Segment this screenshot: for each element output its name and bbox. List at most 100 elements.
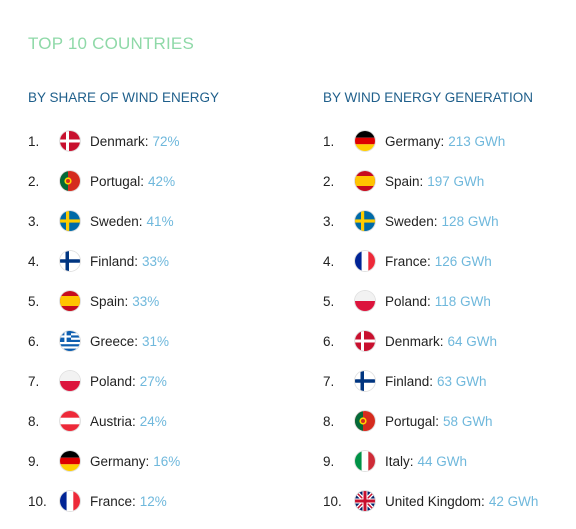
- rank-number: 3.: [323, 213, 335, 229]
- rank-number: 1.: [28, 133, 40, 149]
- generation-column: BY WIND ENERGY GENERATION 1. Germany: 213 …: [323, 89, 538, 521]
- united-kingdom-flag-icon: [355, 491, 375, 511]
- country-name: Austria:: [90, 413, 136, 429]
- rank-number: 9.: [28, 453, 40, 469]
- country-name: Denmark:: [385, 333, 444, 349]
- country-name: Spain:: [385, 173, 424, 189]
- austria-flag-icon: [60, 411, 80, 431]
- list-item: 6. Denmark: 64 GWh: [323, 321, 538, 361]
- rank-number: 8.: [323, 413, 335, 429]
- country-value: 41%: [146, 213, 174, 229]
- country-name: Germany:: [90, 453, 150, 469]
- sweden-flag-icon: [355, 211, 375, 231]
- country-name: Sweden:: [385, 213, 438, 229]
- country-value: 197 GWh: [427, 173, 485, 189]
- list-item: 4. Finland: 33%: [28, 241, 219, 281]
- list-item: 1. Denmark: 72%: [28, 121, 219, 161]
- rank-number: 10.: [28, 493, 47, 509]
- list-item: 9. Italy: 44 GWh: [323, 441, 538, 481]
- country-value: 126 GWh: [434, 253, 492, 269]
- rank-number: 7.: [28, 373, 40, 389]
- country-value: 64 GWh: [447, 333, 498, 349]
- list-item: 5. Poland: 118 GWh: [323, 281, 538, 321]
- page-title: TOP 10 COUNTRIES: [28, 34, 195, 53]
- rank-number: 2.: [28, 173, 40, 189]
- list-item: 7. Poland: 27%: [28, 361, 219, 401]
- country-value: 58 GWh: [443, 413, 493, 429]
- country-name: Poland:: [90, 373, 136, 389]
- rank-number: 6.: [323, 333, 335, 349]
- germany-flag-icon: [60, 451, 80, 471]
- country-name: Portugal:: [90, 173, 145, 189]
- rank-number: 9.: [323, 453, 335, 469]
- list-item: 6. Greece: 31%: [28, 321, 219, 361]
- country-name: Greece:: [90, 333, 139, 349]
- spain-flag-icon: [60, 291, 80, 311]
- country-value: 16%: [153, 453, 181, 469]
- list-item: 10. United Kingdom: 42 GWh: [323, 481, 538, 521]
- country-value: 213 GWh: [448, 133, 506, 149]
- country-value: 72%: [152, 133, 180, 149]
- country-name: Sweden:: [90, 213, 143, 229]
- country-name: Germany:: [385, 133, 445, 149]
- portugal-flag-icon: [60, 171, 80, 191]
- germany-flag-icon: [355, 131, 375, 151]
- country-value: 42%: [148, 173, 176, 189]
- list-item: 2. Spain: 197 GWh: [323, 161, 538, 201]
- country-value: 128 GWh: [441, 213, 499, 229]
- poland-flag-icon: [60, 371, 80, 391]
- denmark-flag-icon: [355, 331, 375, 351]
- country-value: 44 GWh: [417, 453, 468, 469]
- list-item: 2. Portugal: 42%: [28, 161, 219, 201]
- list-item: 5. Spain: 33%: [28, 281, 219, 321]
- country-value: 27%: [139, 373, 167, 389]
- rank-number: 7.: [323, 373, 335, 389]
- country-name: Poland:: [385, 293, 431, 309]
- country-name: Italy:: [385, 453, 414, 469]
- generation-list: 1. Germany: 213 GWh 2. Spain: 197 GWh 3. Sweden…: [323, 121, 538, 521]
- country-value: 33%: [142, 253, 170, 269]
- list-item: 3. Sweden: 41%: [28, 201, 219, 241]
- country-value: 42 GWh: [488, 493, 539, 509]
- country-value: 33%: [132, 293, 160, 309]
- rank-number: 2.: [323, 173, 335, 189]
- italy-flag-icon: [355, 451, 375, 471]
- spain-flag-icon: [355, 171, 375, 191]
- list-item: 7. Finland: 63 GWh: [323, 361, 538, 401]
- denmark-flag-icon: [60, 131, 80, 151]
- list-item: 1. Germany: 213 GWh: [323, 121, 538, 161]
- list-item: 10. France: 12%: [28, 481, 219, 521]
- country-value: 118 GWh: [434, 293, 491, 309]
- generation-heading: BY WIND ENERGY GENERATION: [323, 90, 534, 105]
- country-name: Denmark:: [90, 133, 149, 149]
- rank-number: 6.: [28, 333, 40, 349]
- country-name: Finland:: [90, 253, 139, 269]
- list-item: 9. Germany: 16%: [28, 441, 219, 481]
- list-item: 8. Austria: 24%: [28, 401, 219, 441]
- rank-number: 5.: [28, 293, 40, 309]
- share-column: BY SHARE OF WIND ENERGY 1. Denmark: 72% 2. P…: [28, 89, 219, 521]
- rank-number: 4.: [323, 253, 335, 269]
- rank-number: 8.: [28, 413, 40, 429]
- rank-number: 4.: [28, 253, 40, 269]
- country-name: United Kingdom:: [385, 493, 485, 509]
- france-flag-icon: [60, 491, 80, 511]
- country-name: France:: [90, 493, 136, 509]
- finland-flag-icon: [355, 371, 375, 391]
- list-item: 8. Portugal: 58 GWh: [323, 401, 538, 441]
- country-name: Finland:: [385, 373, 434, 389]
- share-list: 1. Denmark: 72% 2. Portugal: 42% 3. Sweden: 41% 4…: [28, 121, 219, 521]
- france-flag-icon: [355, 251, 375, 271]
- country-value: 63 GWh: [437, 373, 487, 389]
- country-value: 24%: [139, 413, 167, 429]
- country-value: 12%: [139, 493, 167, 509]
- list-item: 4. France: 126 GWh: [323, 241, 538, 281]
- poland-flag-icon: [355, 291, 375, 311]
- share-heading: BY SHARE OF WIND ENERGY: [28, 90, 220, 105]
- rank-number: 10.: [323, 493, 342, 509]
- rank-number: 5.: [323, 293, 335, 309]
- country-name: Portugal:: [385, 413, 440, 429]
- greece-flag-icon: [60, 331, 80, 351]
- country-name: Spain:: [90, 293, 129, 309]
- list-item: 3. Sweden: 128 GWh: [323, 201, 538, 241]
